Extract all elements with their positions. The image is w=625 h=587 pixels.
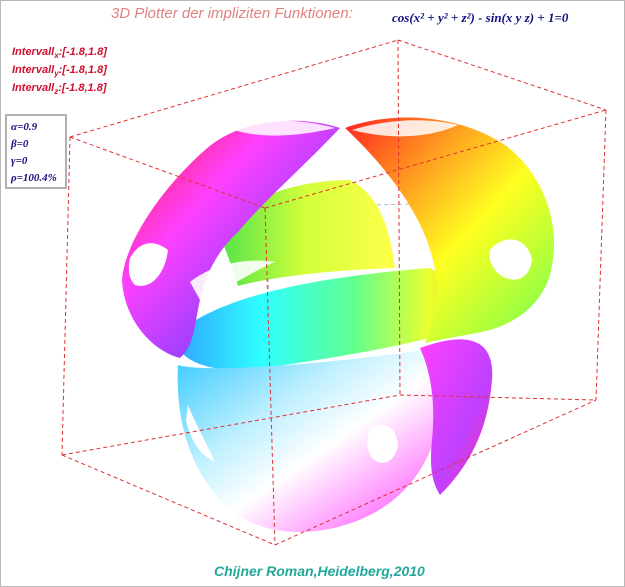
interval-x-axis: x [54, 51, 59, 61]
rotation-parameters-panel: α=0.9 β=0 γ=0 ρ=100.4% [5, 114, 67, 189]
interval-z: Intervallz:[-1.8,1.8] [12, 82, 106, 96]
interval-x-prefix: Intervall [12, 46, 55, 58]
author-credit: Chijner Roman,Heidelberg,2010 [214, 563, 425, 579]
param-rho: ρ=100.4% [11, 172, 57, 184]
param-alpha: α=0.9 [11, 121, 38, 133]
param-gamma: γ=0 [11, 155, 28, 167]
bounding-box-front [61, 39, 607, 546]
interval-y-axis: y [54, 69, 59, 79]
plot-title: 3D Plotter der impliziten Funktionen: [111, 5, 353, 22]
interval-z-prefix: Intervall [12, 82, 55, 94]
param-beta: β=0 [11, 138, 29, 150]
interval-y: Intervally:[-1.8,1.8] [12, 64, 107, 78]
interval-z-value: :[-1.8,1.8] [58, 82, 107, 94]
function-formula: cos(x² + y² + z²) - sin(x y z) + 1=0 [392, 10, 569, 25]
interval-y-value: :[-1.8,1.8] [58, 64, 107, 76]
implicit-surface [122, 117, 555, 532]
interval-z-axis: z [54, 87, 59, 97]
interval-x-value: :[-1.8,1.8] [58, 46, 107, 58]
interval-x: Intervallx:[-1.8,1.8] [12, 46, 107, 60]
interval-y-prefix: Intervall [12, 64, 55, 76]
